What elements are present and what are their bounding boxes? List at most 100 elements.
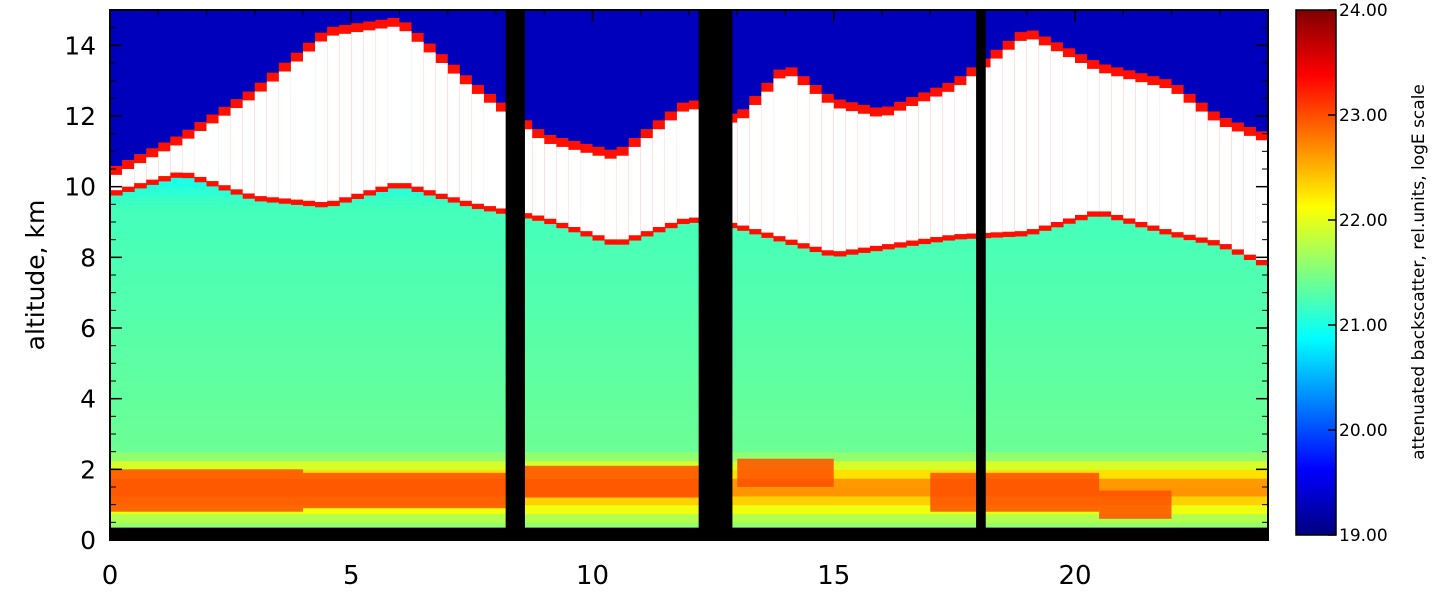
heat-cell-sky — [411, 10, 425, 33]
colorbar-gradient — [1295, 9, 1337, 536]
heat-cell-cloud-core — [882, 115, 895, 245]
y-tick-label: 12 — [64, 102, 96, 131]
heat-cell-sky — [1062, 10, 1076, 49]
heat-cell-cloud-core — [423, 52, 437, 191]
heat-cell-cloud-core — [254, 91, 268, 197]
heat-cell-sky — [363, 10, 376, 22]
heat-row — [110, 434, 1268, 444]
heat-cell-cloud-core — [809, 93, 823, 247]
heat-cell-cloud-core — [327, 35, 340, 201]
heat-cell-sky — [315, 10, 328, 33]
heat-cell-cloud-core — [230, 108, 244, 190]
heat-cell-sky — [556, 10, 569, 139]
heat-cell-cloud-core — [954, 85, 968, 235]
heat-cell-sky — [1111, 10, 1124, 68]
colorbar-ticks: 19.00 20.00 21.00 22.00 23.00 24.00 — [1328, 1, 1388, 546]
heat-cell-sky — [990, 10, 1004, 50]
heat-cell-cloud-core — [399, 31, 413, 184]
heat-cell-sky — [857, 10, 871, 105]
heat-cell-sky — [821, 10, 835, 94]
heat-cell-sky — [351, 10, 364, 24]
x-tick-label: 0 — [102, 561, 119, 591]
heat-cell-cloud-core — [773, 78, 787, 237]
heat-row — [110, 230, 1268, 241]
heat-cell-sky — [1159, 10, 1173, 80]
heat-cell-cloud-core — [1075, 63, 1088, 215]
no-data-column — [505, 10, 525, 540]
heat-cell-cloud-core — [749, 104, 762, 230]
heat-cell-sky — [339, 10, 352, 26]
heat-cell-cloud-core — [1159, 88, 1173, 230]
heat-cell-cloud-core — [290, 61, 304, 200]
heat-cell-sky — [1038, 10, 1052, 37]
heat-cell-cloud-core — [483, 102, 497, 207]
heat-cell-sky — [954, 10, 968, 77]
heat-cell-cloud-core — [592, 155, 606, 236]
heat-cell-sky — [845, 10, 859, 103]
heat-cell-sky — [194, 10, 208, 123]
heat-row — [110, 222, 1268, 232]
heat-row — [110, 363, 1268, 373]
heat-cell-sky — [1135, 10, 1148, 74]
heat-cell-cloud-core — [447, 73, 461, 198]
heat-cell-sky — [1026, 10, 1040, 31]
heat-row — [110, 398, 1268, 409]
heat-cell-cloud-core — [459, 84, 473, 201]
heat-cell-cloud-core — [435, 63, 449, 194]
heat-cell-sky — [290, 10, 304, 53]
heat-row — [110, 283, 1268, 294]
heat-cell-cloud-core — [206, 123, 220, 182]
x-tick-label: 15 — [817, 561, 850, 591]
colorbar-tick-label: 22.00 — [1339, 211, 1388, 231]
heat-cell-cloud-core — [1062, 57, 1076, 219]
heat-cell-cloud-core — [1147, 85, 1161, 226]
heat-cell-sky — [906, 10, 919, 98]
heat-cell-sky — [1171, 10, 1185, 86]
heat-cell-cloud-core — [218, 115, 232, 186]
heat-cell-cloud-core — [1087, 68, 1100, 212]
heat-row — [110, 522, 1268, 532]
heat-cell-cloud-core — [785, 76, 799, 240]
heat-cell-cloud-core — [1050, 51, 1064, 222]
heat-cell-cloud-core — [918, 101, 931, 239]
heat-cell-cloud-core — [857, 113, 871, 248]
boundary-layer-band — [524, 465, 699, 498]
heat-cell-sky — [918, 10, 931, 93]
heat-cell-cloud-core — [966, 76, 980, 234]
heat-cell-cloud-core — [628, 146, 642, 236]
heat-cell-cloud-core — [339, 33, 352, 198]
heat-cell-sky — [930, 10, 943, 88]
heat-row — [110, 372, 1268, 382]
heat-cell-cloud-core — [1026, 39, 1040, 230]
heat-cell-sky — [785, 10, 799, 68]
heat-row — [110, 495, 1268, 506]
y-tick-label: 0 — [80, 526, 96, 555]
heat-cell-sky — [894, 10, 907, 102]
heat-row — [110, 345, 1268, 356]
heat-row — [110, 504, 1268, 515]
heat-cell-cloud-core — [894, 110, 907, 243]
colorbar-tick-label: 20.00 — [1339, 421, 1388, 441]
heat-cell-sky — [592, 10, 606, 147]
heat-cell-sky — [423, 10, 437, 44]
heat-cell-cloud-core — [1195, 111, 1209, 238]
heat-cell-cloud-core — [496, 111, 509, 209]
colorbar-tick-label: 21.00 — [1339, 316, 1388, 336]
heat-cell-sky — [182, 10, 196, 130]
heat-cell-sky — [375, 10, 389, 20]
heat-cell-sky — [158, 10, 171, 143]
heat-cell-sky — [327, 10, 340, 27]
heat-cell-cloud-core — [315, 41, 328, 202]
heat-cell-cloud-core — [134, 163, 147, 184]
heat-row — [110, 354, 1268, 364]
heat-cell-cloud-core — [471, 93, 485, 204]
heat-cell-sky — [833, 10, 847, 100]
heat-cell-cloud-core — [363, 30, 376, 191]
heat-row — [110, 328, 1268, 338]
heat-cell-cloud-core — [303, 51, 316, 201]
colorbar-label: attenuated backscatter, rel.units, logE … — [1409, 84, 1429, 460]
heat-cell-cloud-core — [1243, 135, 1257, 255]
heat-row — [110, 301, 1268, 311]
y-tick-label: 8 — [80, 243, 96, 272]
